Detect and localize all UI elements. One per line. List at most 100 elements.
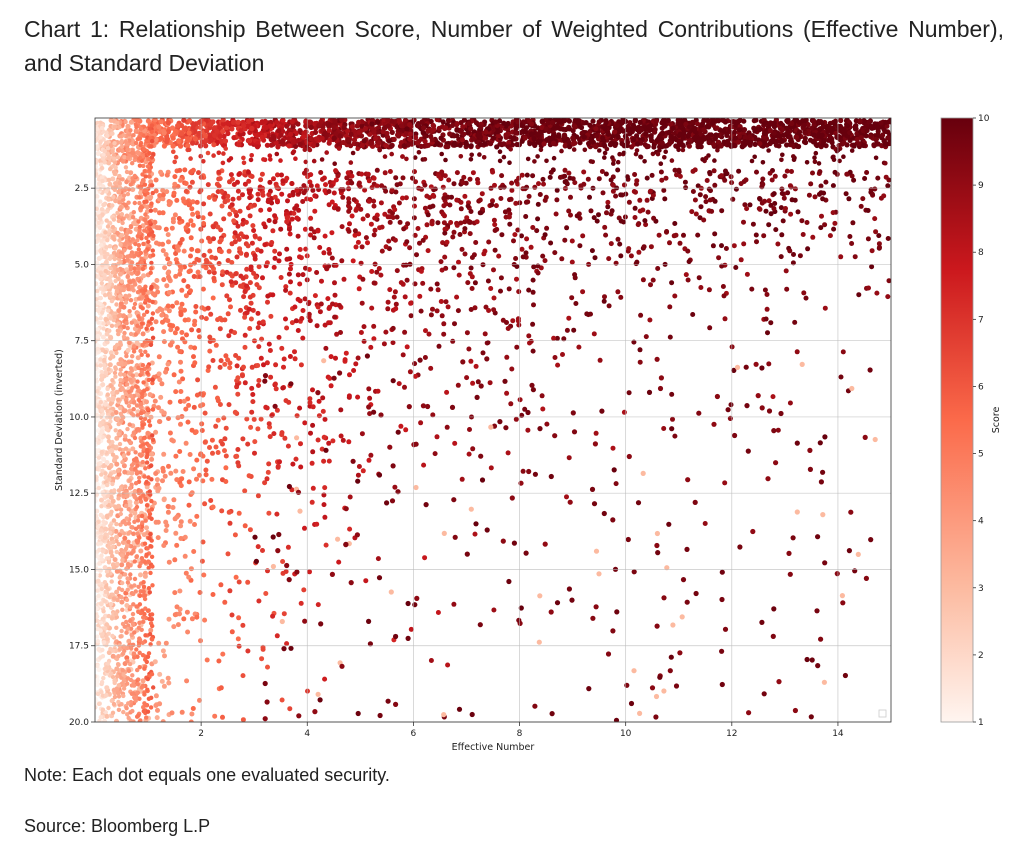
data-point: [655, 266, 661, 271]
data-point: [588, 159, 594, 164]
data-point: [201, 572, 207, 578]
data-point: [223, 453, 229, 459]
data-point: [128, 119, 134, 125]
data-point: [274, 633, 280, 639]
data-point: [383, 244, 389, 250]
data-point: [254, 144, 261, 150]
data-point: [670, 125, 676, 131]
data-point: [576, 344, 582, 350]
data-point: [247, 213, 253, 219]
data-point: [356, 286, 362, 292]
data-point: [435, 610, 441, 615]
data-point: [569, 295, 575, 301]
data-point: [707, 197, 713, 203]
data-point: [149, 456, 155, 462]
data-point: [359, 171, 365, 177]
data-point: [553, 125, 559, 131]
data-point: [171, 624, 177, 630]
data-point: [278, 275, 284, 280]
data-point: [400, 175, 406, 181]
data-point: [256, 598, 262, 604]
data-point: [326, 121, 332, 127]
data-point: [226, 509, 232, 515]
data-point: [264, 142, 270, 148]
data-point: [425, 128, 431, 134]
data-point: [359, 244, 365, 250]
data-point: [263, 404, 269, 410]
data-point: [794, 118, 800, 124]
data-point: [315, 228, 321, 234]
data-point: [284, 123, 290, 129]
data-point: [246, 169, 251, 175]
data-point: [422, 205, 428, 211]
data-point: [473, 120, 480, 126]
data-point: [252, 439, 258, 445]
data-point: [694, 121, 701, 127]
data-point: [291, 149, 297, 154]
data-point: [495, 129, 501, 135]
data-point: [173, 389, 179, 395]
data-point: [405, 221, 411, 227]
data-point: [178, 312, 184, 318]
data-point: [227, 588, 233, 594]
data-point: [470, 170, 476, 176]
data-point: [287, 354, 293, 359]
data-point: [816, 161, 822, 166]
data-point: [637, 347, 643, 353]
data-point: [153, 177, 159, 183]
data-point: [174, 604, 180, 610]
data-point: [169, 710, 175, 716]
data-point: [818, 225, 824, 231]
data-point: [261, 157, 266, 162]
data-point: [336, 559, 342, 565]
data-point: [207, 339, 213, 344]
data-point: [219, 508, 225, 514]
data-point: [475, 379, 481, 385]
data-point: [514, 276, 519, 282]
data-point: [331, 124, 337, 130]
data-point: [247, 294, 253, 300]
data-point: [316, 398, 322, 404]
data-point: [295, 121, 301, 127]
data-point: [847, 130, 853, 136]
data-point: [342, 357, 348, 363]
data-point: [175, 622, 181, 628]
data-point: [779, 157, 784, 163]
data-point: [155, 519, 161, 525]
data-point: [881, 138, 887, 144]
data-point: [428, 658, 434, 663]
data-point: [762, 140, 768, 146]
data-point: [203, 133, 209, 139]
data-point: [647, 188, 653, 194]
data-point: [240, 717, 246, 722]
data-point: [581, 134, 587, 140]
data-point: [404, 156, 409, 162]
data-point: [199, 558, 205, 564]
data-point: [168, 470, 174, 476]
data-point: [196, 170, 201, 176]
data-point: [186, 479, 192, 485]
data-point: [180, 469, 186, 474]
data-point: [281, 611, 287, 617]
data-point: [192, 136, 198, 142]
data-point: [526, 287, 532, 293]
data-point: [330, 438, 336, 444]
data-point: [332, 314, 338, 320]
data-point: [626, 390, 632, 396]
data-point: [178, 177, 183, 183]
data-point: [229, 126, 235, 132]
data-point: [445, 662, 451, 668]
data-point: [332, 161, 338, 166]
data-point: [231, 182, 237, 187]
data-point: [752, 154, 757, 160]
data-point: [228, 172, 234, 178]
data-point: [443, 226, 449, 232]
data-point: [513, 256, 519, 261]
data-point: [138, 190, 144, 196]
data-point: [153, 319, 159, 325]
data-point: [744, 271, 750, 277]
data-point: [666, 129, 672, 135]
data-point: [167, 399, 173, 405]
data-point: [483, 129, 489, 135]
data-point: [340, 437, 346, 443]
